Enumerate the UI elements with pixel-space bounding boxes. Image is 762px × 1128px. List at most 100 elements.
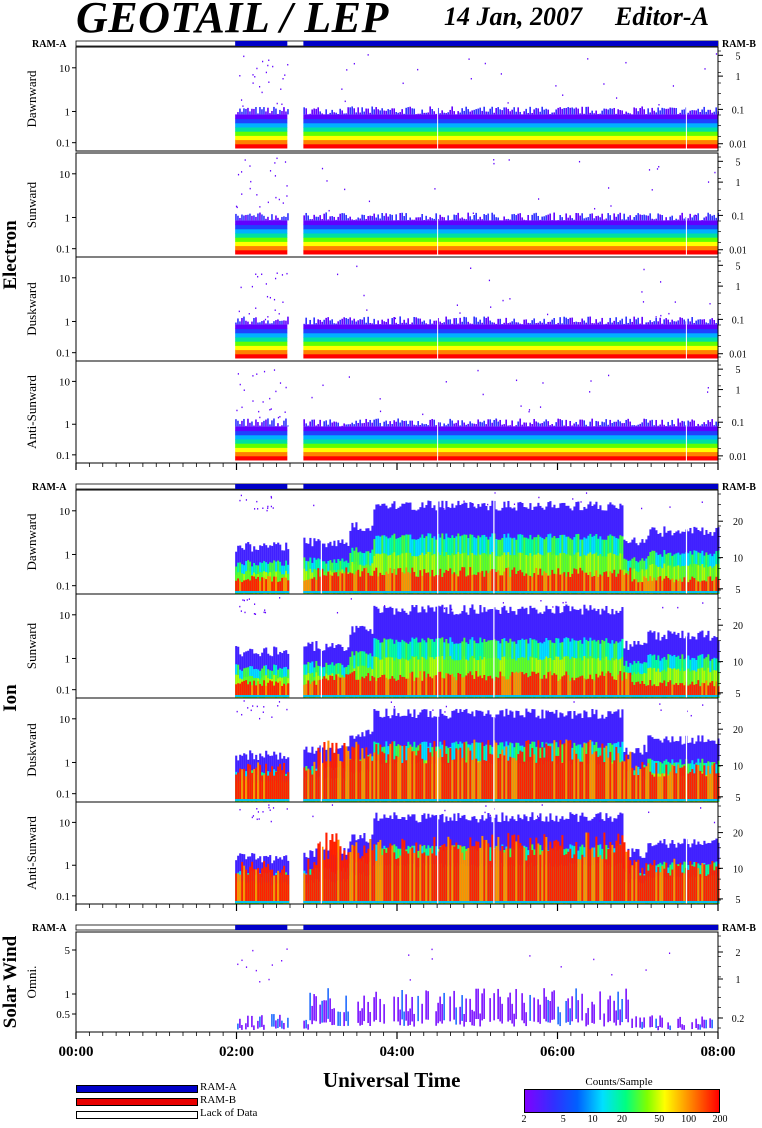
spectrogram-column	[523, 695, 526, 697]
spectrogram-fringe	[317, 107, 319, 115]
spectrogram-speck	[244, 159, 246, 161]
spectrogram-column	[449, 695, 452, 697]
spectrogram-fringe	[271, 323, 273, 325]
spectrogram-fringe	[695, 215, 697, 221]
spectrogram-fringe	[347, 218, 349, 221]
spectrogram-column	[489, 675, 492, 695]
spectrogram-column	[511, 757, 514, 799]
spectrogram-fringe	[419, 113, 421, 115]
spectrogram-fringe	[697, 213, 699, 221]
spectrogram-column	[687, 668, 690, 698]
spectrogram-column	[451, 695, 454, 697]
spectrogram-column	[377, 576, 380, 591]
spectrogram-speck	[707, 181, 710, 183]
spectrogram-fringe	[519, 323, 521, 325]
spectrogram-column	[403, 745, 406, 799]
spectrogram-fringe	[355, 112, 357, 115]
spectrogram-band	[303, 349, 718, 355]
spectrogram-fringe	[413, 108, 415, 115]
spectrogram-column	[281, 695, 284, 697]
spectrogram-column	[379, 591, 382, 593]
spectrogram-fringe	[657, 213, 659, 221]
spectrogram-column	[519, 591, 522, 593]
spectrogram-speck	[326, 180, 328, 182]
left-tick-label: 0.1	[56, 450, 70, 462]
spectrogram-column	[599, 755, 602, 799]
spectrogram-column	[417, 591, 420, 593]
spectrogram-fringe	[621, 110, 623, 115]
spectrogram-fringe	[405, 213, 407, 221]
spectrogram-column	[709, 695, 712, 697]
spectrogram-column	[577, 677, 580, 695]
spectrogram-column	[587, 658, 590, 698]
spectrogram-column	[253, 680, 256, 695]
spectrogram-speck	[257, 508, 259, 510]
right-tick-label: 0.01	[729, 140, 747, 151]
spectrogram-column	[441, 677, 444, 695]
spectrogram-fringe	[683, 319, 685, 325]
spectrogram-column	[703, 683, 706, 695]
spectrogram-column	[677, 764, 680, 799]
spectrogram-column	[539, 695, 542, 697]
spectrogram-speck	[246, 599, 248, 601]
spectrogram-column	[633, 579, 636, 591]
spectrogram-column	[441, 552, 444, 594]
spectrogram-fringe	[563, 108, 565, 115]
spectrogram-speck	[346, 69, 348, 71]
spectrogram-speck	[266, 509, 268, 512]
spectrogram-column	[555, 674, 558, 695]
spectrogram-fringe	[279, 320, 281, 325]
spectrogram-column	[701, 591, 704, 593]
spectrogram-fringe	[455, 422, 457, 427]
spectrogram-fringe	[387, 318, 389, 325]
spectrogram-column	[491, 591, 494, 593]
spectrogram-column	[597, 799, 600, 801]
spectrogram-column	[447, 762, 450, 799]
page-title: GEOTAIL / LEP	[76, 0, 389, 42]
spectrogram-column	[475, 671, 478, 695]
spectrogram-fringe	[481, 422, 483, 427]
spectrogram-column	[547, 591, 550, 593]
spectrogram-fringe	[581, 106, 583, 115]
spectrogram-column	[311, 681, 314, 695]
spectrogram-column	[245, 776, 248, 799]
spectrogram-column	[563, 743, 566, 799]
spectrogram-column	[549, 746, 552, 799]
spectrogram-column	[617, 573, 620, 591]
spectrogram-fringe	[471, 323, 473, 325]
spectrogram-column	[571, 573, 574, 591]
spectrogram-fringe	[485, 424, 487, 427]
spectrogram-column	[447, 570, 450, 591]
spectrogram-fringe	[677, 418, 679, 427]
spectrogram-column	[361, 748, 364, 799]
spectrogram-column	[435, 799, 438, 801]
spectrogram-fringe	[255, 317, 257, 325]
spectrogram-column	[567, 572, 570, 591]
spectrogram-column	[695, 591, 698, 593]
spectrogram-fringe	[711, 419, 713, 427]
spectrogram-column	[249, 580, 252, 591]
spectrogram-column	[591, 754, 594, 799]
spectrogram-column	[287, 591, 290, 593]
spectrogram-column	[381, 799, 384, 801]
spectrogram-fringe	[597, 322, 599, 325]
spectrogram-column	[637, 582, 640, 591]
spectrogram-column	[269, 576, 272, 591]
spectrogram-column	[639, 591, 642, 593]
spectrogram-column	[351, 672, 354, 695]
spectrogram-speck	[341, 88, 343, 90]
spectrogram-column	[675, 683, 678, 695]
spectrogram-fringe	[577, 424, 579, 427]
spectrogram-speck	[243, 55, 245, 58]
spectrogram-speck	[707, 387, 709, 389]
spectrogram-speck	[641, 507, 643, 510]
spectrogram-fringe	[561, 108, 563, 115]
spectrogram-column	[573, 695, 576, 697]
panel-direction-label: Dawnward	[24, 513, 39, 571]
spectrogram-speck	[587, 58, 589, 60]
spectrogram-column	[681, 695, 684, 697]
spectrogram-column	[611, 573, 614, 591]
spectrogram-column	[341, 695, 344, 697]
spectrogram-fringe	[539, 321, 541, 325]
spectrogram-band	[303, 439, 718, 444]
